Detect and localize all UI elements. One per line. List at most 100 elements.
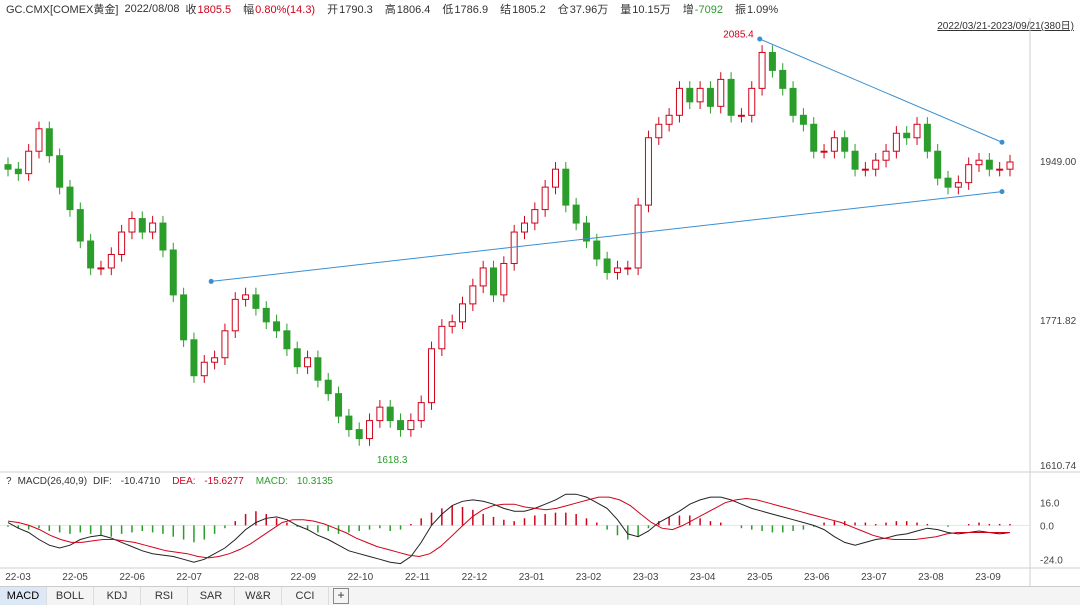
candle-body xyxy=(1006,161,1014,170)
change-field: 幅0.80%(14.3) xyxy=(243,1,321,17)
time-tick-label: 23-09 xyxy=(975,572,1001,583)
candle-body xyxy=(768,51,776,71)
tab-boll[interactable]: BOLL xyxy=(47,587,94,605)
open-value: 1790.3 xyxy=(339,4,373,16)
tab-sar[interactable]: SAR xyxy=(188,587,235,605)
candle-body xyxy=(531,209,539,224)
candle-body xyxy=(345,415,353,431)
candle-body xyxy=(944,177,952,188)
candle-body xyxy=(572,204,580,224)
amplitude-field: 振1.09% xyxy=(735,1,784,17)
candle-body xyxy=(985,159,993,170)
candle-body xyxy=(882,150,890,161)
candle-body xyxy=(428,348,436,404)
candle-body xyxy=(686,87,694,103)
candle-body xyxy=(417,402,425,422)
price-chart[interactable]: 1949.00 1771.82 1610.74 16.0 0.0 -24.0 22-03 22… xyxy=(0,0,1080,586)
date-range-label[interactable]: 2022/03/21-2023/09/21(380日) xyxy=(937,21,1074,32)
symbol-label[interactable]: GC.CMX[COMEX黄金] xyxy=(6,4,119,16)
settle-label: 结 xyxy=(500,4,512,16)
tab-wr[interactable]: W&R xyxy=(235,587,282,605)
change-value: 0.80%(14.3) xyxy=(255,4,316,16)
candle-body xyxy=(4,164,12,170)
macd-name: MACD(26,40,9) xyxy=(17,475,88,487)
add-indicator-button[interactable]: + xyxy=(333,588,349,604)
open-label: 开 xyxy=(327,4,339,16)
candle-body xyxy=(211,357,219,363)
candle-body xyxy=(923,123,931,152)
candle-body xyxy=(841,137,849,152)
low-label: 低 xyxy=(442,4,454,16)
candle-body xyxy=(97,267,105,270)
oi-change-field: 增-7092 xyxy=(683,1,729,17)
low-field: 低1786.9 xyxy=(442,1,494,17)
candle-body xyxy=(851,150,859,170)
candle-body xyxy=(438,325,446,350)
time-tick-label: 22-10 xyxy=(348,572,374,583)
candle-body xyxy=(624,267,632,270)
dea-field: DEA: -15.6277 xyxy=(172,476,250,487)
candle-body xyxy=(324,379,332,395)
candle-body xyxy=(830,137,838,152)
candle-body xyxy=(149,222,157,233)
tab-kdj[interactable]: KDJ xyxy=(94,587,141,605)
date-label: 2022/08/08 xyxy=(124,3,180,15)
candle-body xyxy=(872,159,880,170)
candle-body xyxy=(231,298,239,332)
candle-body xyxy=(520,222,528,233)
time-tick-label: 22-11 xyxy=(405,572,430,583)
candle-body xyxy=(479,267,487,287)
candle-body xyxy=(655,123,663,139)
candle-body xyxy=(965,164,973,184)
close-value: 1805.5 xyxy=(197,4,232,16)
candle-body xyxy=(407,420,415,431)
trendline-anchor xyxy=(208,278,214,284)
tab-cci[interactable]: CCI xyxy=(282,587,329,605)
extreme-price-label: 1618.3 xyxy=(377,455,408,466)
candle-body xyxy=(304,357,312,368)
candle-body xyxy=(634,204,642,269)
candle-body xyxy=(386,406,394,422)
time-tick-label: 22-03 xyxy=(5,572,31,583)
candle-body xyxy=(996,168,1004,171)
dif-line xyxy=(7,493,1011,565)
time-tick-label: 23-08 xyxy=(918,572,944,583)
tab-rsi[interactable]: RSI xyxy=(141,587,188,605)
time-tick-label: 23-02 xyxy=(576,572,602,583)
extreme-price-label: 2085.4 xyxy=(723,30,754,41)
indicator-tabs: MACD BOLL KDJ RSI SAR W&R CCI + xyxy=(0,586,1080,605)
candle-body xyxy=(593,240,601,260)
candle-body xyxy=(541,186,549,211)
candle-body xyxy=(892,132,900,152)
high-value: 1806.4 xyxy=(396,4,431,16)
candle-body xyxy=(582,222,590,242)
candle-body xyxy=(283,330,291,350)
candle-body xyxy=(25,150,33,175)
help-icon[interactable]: ? xyxy=(6,475,12,487)
candle-body xyxy=(913,123,921,139)
change-label: 幅 xyxy=(243,4,255,16)
macd-label: MACD: xyxy=(255,475,289,487)
candle-body xyxy=(200,361,208,377)
time-tick-label: 23-06 xyxy=(804,572,830,583)
candle-body xyxy=(779,69,787,89)
candle-body xyxy=(56,155,64,188)
trendline xyxy=(211,191,1003,282)
candle-body xyxy=(603,258,611,273)
volume-field: 量10.15万 xyxy=(620,1,677,17)
candle-body xyxy=(180,294,188,341)
macd-value: 10.3135 xyxy=(296,475,333,487)
time-tick-label: 22-12 xyxy=(462,572,488,583)
candle-body xyxy=(273,321,281,332)
tab-macd[interactable]: MACD xyxy=(0,587,47,605)
candle-body xyxy=(934,150,942,179)
price-tick-label: 1610.74 xyxy=(1040,461,1077,472)
candle-body xyxy=(551,168,559,188)
candle-body xyxy=(45,128,53,157)
candle-body xyxy=(675,87,683,116)
oi-field: 仓37.96万 xyxy=(558,1,615,17)
time-tick-label: 23-04 xyxy=(690,572,716,583)
candle-body xyxy=(954,182,962,188)
candle-body xyxy=(820,150,828,153)
candle-body xyxy=(469,285,477,305)
